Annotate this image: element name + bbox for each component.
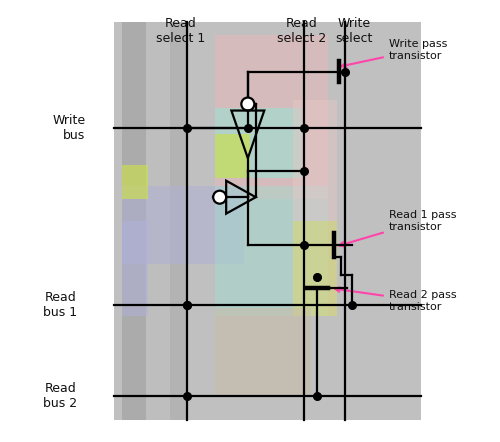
- Bar: [216, 134, 250, 178]
- Text: Write pass
transistor: Write pass transistor: [342, 39, 447, 68]
- Bar: [122, 264, 148, 316]
- Bar: [216, 35, 328, 199]
- Text: Write
bus: Write bus: [52, 114, 86, 142]
- Bar: [216, 308, 310, 394]
- Text: Read 2 pass
transistor: Read 2 pass transistor: [335, 287, 456, 312]
- Circle shape: [213, 191, 226, 204]
- Bar: [122, 165, 148, 199]
- Bar: [114, 22, 421, 420]
- Text: Read 1 pass
transistor: Read 1 pass transistor: [340, 210, 456, 246]
- Bar: [294, 221, 337, 316]
- Circle shape: [242, 98, 254, 110]
- Bar: [216, 108, 302, 178]
- Text: Read
bus 2: Read bus 2: [42, 382, 76, 411]
- Text: Read
bus 1: Read bus 1: [42, 291, 76, 320]
- Text: Read
select 2: Read select 2: [278, 17, 326, 46]
- Bar: [122, 22, 146, 420]
- Text: Write
select: Write select: [336, 17, 372, 46]
- Bar: [216, 187, 328, 316]
- Bar: [170, 22, 187, 420]
- Text: Read
select 1: Read select 1: [156, 17, 206, 46]
- Bar: [146, 22, 170, 420]
- Bar: [122, 221, 148, 264]
- Bar: [294, 100, 337, 316]
- Bar: [122, 187, 244, 264]
